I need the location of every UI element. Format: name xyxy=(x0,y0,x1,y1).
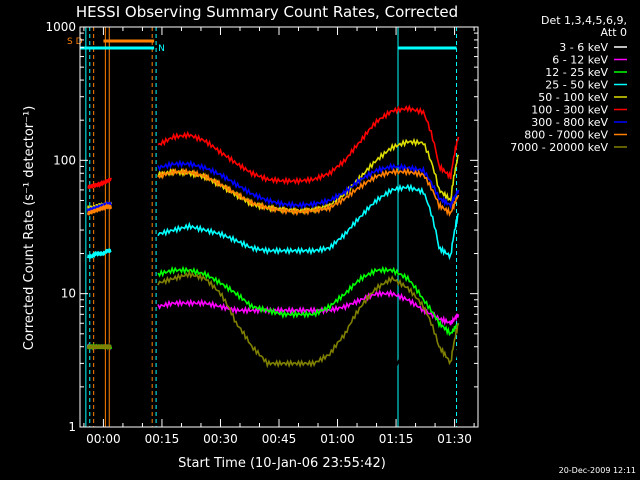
legend-label-3: 25 - 50 keV xyxy=(545,79,608,92)
top-bar-label-0: S D xyxy=(67,37,83,47)
legend-label-5: 100 - 300 keV xyxy=(531,104,608,117)
legend-label-1: 6 - 12 keV xyxy=(552,54,608,67)
series-line-25-50-kev-seg1 xyxy=(157,183,460,261)
series-line-100-300-kev-seg1 xyxy=(157,104,460,186)
series-line-800-7000-kev-seg1 xyxy=(157,167,460,218)
series-line-7000-20000-kev-seg0 xyxy=(87,342,112,351)
legend-label-2: 12 - 25 keV xyxy=(545,66,608,79)
series-line-100-300-kev-seg0 xyxy=(87,177,112,190)
x-tick-label-4: 01:00 xyxy=(320,432,355,446)
series-line-300-800-kev-seg1 xyxy=(157,159,460,210)
y-tick-label-1: 10 xyxy=(61,287,76,301)
legend-label-6: 300 - 800 keV xyxy=(531,116,608,129)
y-axis-label: Corrected Count Rate (s⁻¹ detector⁻¹) xyxy=(22,106,37,351)
plot-area: S DN xyxy=(67,27,460,427)
legend-label-8: 7000 - 20000 keV xyxy=(510,141,608,154)
legend-label-7: 800 - 7000 keV xyxy=(524,129,608,142)
legend-label-4: 50 - 100 keV xyxy=(538,91,608,104)
footer-date: 20-Dec-2009 12:11 xyxy=(559,466,636,475)
series-line-25-50-kev-seg0 xyxy=(87,248,112,259)
series-line-12-25-kev-seg1 xyxy=(157,265,460,337)
x-tick-label-3: 00:45 xyxy=(262,432,297,446)
x-tick-label-5: 01:15 xyxy=(379,432,414,446)
x-tick-label-6: 01:30 xyxy=(437,432,472,446)
series-line-800-7000-kev-seg0 xyxy=(87,202,112,216)
plot-inner xyxy=(85,27,460,427)
legend-header-1: Att 0 xyxy=(601,26,627,39)
chart-title: HESSI Observing Summary Count Rates, Cor… xyxy=(76,3,458,21)
legend-label-0: 3 - 6 keV xyxy=(559,41,608,54)
series-line-7000-20000-kev-seg1 xyxy=(157,269,460,369)
x-axis-label: Start Time (10-Jan-06 23:55:42) xyxy=(178,456,386,471)
y-tick-label-0: 1 xyxy=(68,420,76,434)
x-tick-label-0: 00:00 xyxy=(86,432,121,446)
y-tick-label-3: 1000 xyxy=(45,20,76,34)
series-line-6-12-kev-seg1 xyxy=(157,289,460,327)
legend-header-0: Det 1,3,4,5,6,9, xyxy=(541,14,627,27)
x-tick-label-2: 00:30 xyxy=(203,432,238,446)
axes: 00:00 00:15 00:30 00:45 01:00 01:15 01:30 1 10 10… xyxy=(45,20,479,446)
x-tick-label-1: 00:15 xyxy=(145,432,180,446)
y-tick-label-2: 100 xyxy=(53,153,76,167)
top-bar-label-1: N xyxy=(158,44,165,54)
series-line-3-6-kev-seg1 xyxy=(157,329,460,392)
